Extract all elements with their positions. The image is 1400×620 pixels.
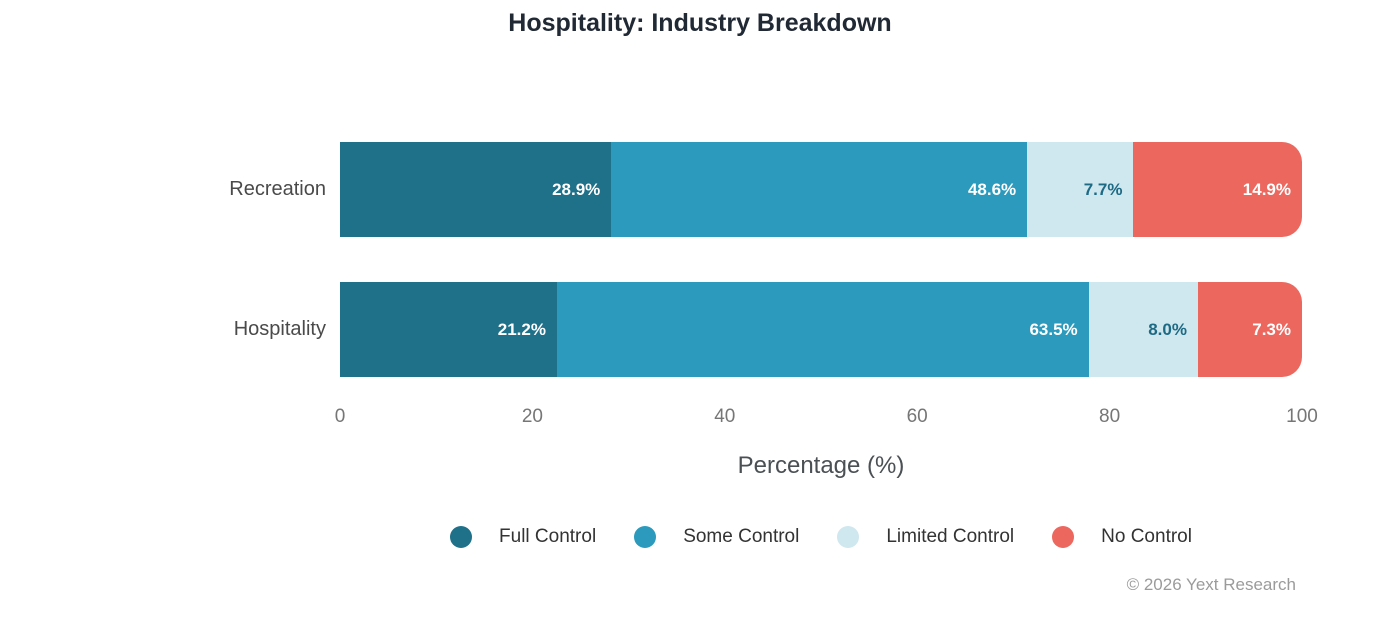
stacked-bar: 21.2% 63.5% 8.0% 7.3%: [340, 282, 1302, 377]
segment-value-label: 48.6%: [967, 179, 1017, 199]
bar-segment: 7.7%: [1027, 142, 1134, 237]
bar-segment: 63.5%: [556, 282, 1089, 377]
bar-segment: 28.9%: [340, 142, 612, 237]
bar-segment: 8.0%: [1088, 282, 1198, 377]
legend-marker-icon: [450, 526, 473, 548]
bar-segment: 48.6%: [611, 142, 1028, 237]
x-tick-label: 40: [714, 406, 736, 427]
segment-value-label: 28.9%: [552, 179, 601, 199]
x-tick-label: 20: [521, 406, 543, 427]
segment-value-label: 14.9%: [1242, 179, 1291, 199]
segment-value-label: 63.5%: [1029, 319, 1078, 339]
x-tick-label: 60: [906, 406, 928, 427]
chart-title: Hospitality: Industry Breakdown: [508, 9, 892, 37]
legend-marker-icon: [837, 526, 860, 548]
x-axis-title: Percentage (%): [737, 452, 905, 479]
bar-segment: 7.3%: [1197, 282, 1302, 377]
bar-row: Recreation 28.9% 48.6% 7.7% 14.9%: [0, 142, 1302, 237]
x-tick-label: 100: [1286, 406, 1318, 427]
bar-row: Hospitality 21.2% 63.5% 8.0% 7.3%: [0, 282, 1302, 377]
credit-text: © 2026 Yext Research: [1126, 575, 1296, 594]
segment-value-label: 7.7%: [1083, 179, 1123, 199]
legend-label: Some Control: [683, 526, 800, 547]
segment-value-label: 21.2%: [497, 319, 546, 339]
segment-value-label: 7.3%: [1252, 319, 1291, 339]
legend-marker-icon: [1052, 526, 1075, 548]
bar-segment: 21.2%: [340, 282, 557, 377]
category-label: Recreation: [229, 178, 326, 200]
segment-value-label: 8.0%: [1148, 319, 1187, 339]
x-axis: 0 20 40 60 80 100: [0, 406, 1400, 430]
bar-segment: 14.9%: [1133, 142, 1302, 237]
legend-marker-icon: [634, 526, 657, 548]
x-tick-label: 0: [334, 406, 346, 427]
legend-label: Limited Control: [886, 526, 1015, 547]
category-label: Hospitality: [233, 318, 326, 340]
legend-item[interactable]: Some Control: [634, 526, 799, 548]
legend-label: Full Control: [499, 526, 597, 547]
legend-item[interactable]: Limited Control: [837, 526, 1014, 548]
legend: Full Control Some Control Limited Control N…: [340, 526, 1302, 548]
x-tick-label: 80: [1099, 406, 1121, 427]
legend-label: No Control: [1101, 526, 1192, 547]
legend-item[interactable]: Full Control: [450, 526, 596, 548]
stacked-bar: 28.9% 48.6% 7.7% 14.9%: [340, 142, 1302, 237]
legend-item[interactable]: No Control: [1052, 526, 1192, 548]
